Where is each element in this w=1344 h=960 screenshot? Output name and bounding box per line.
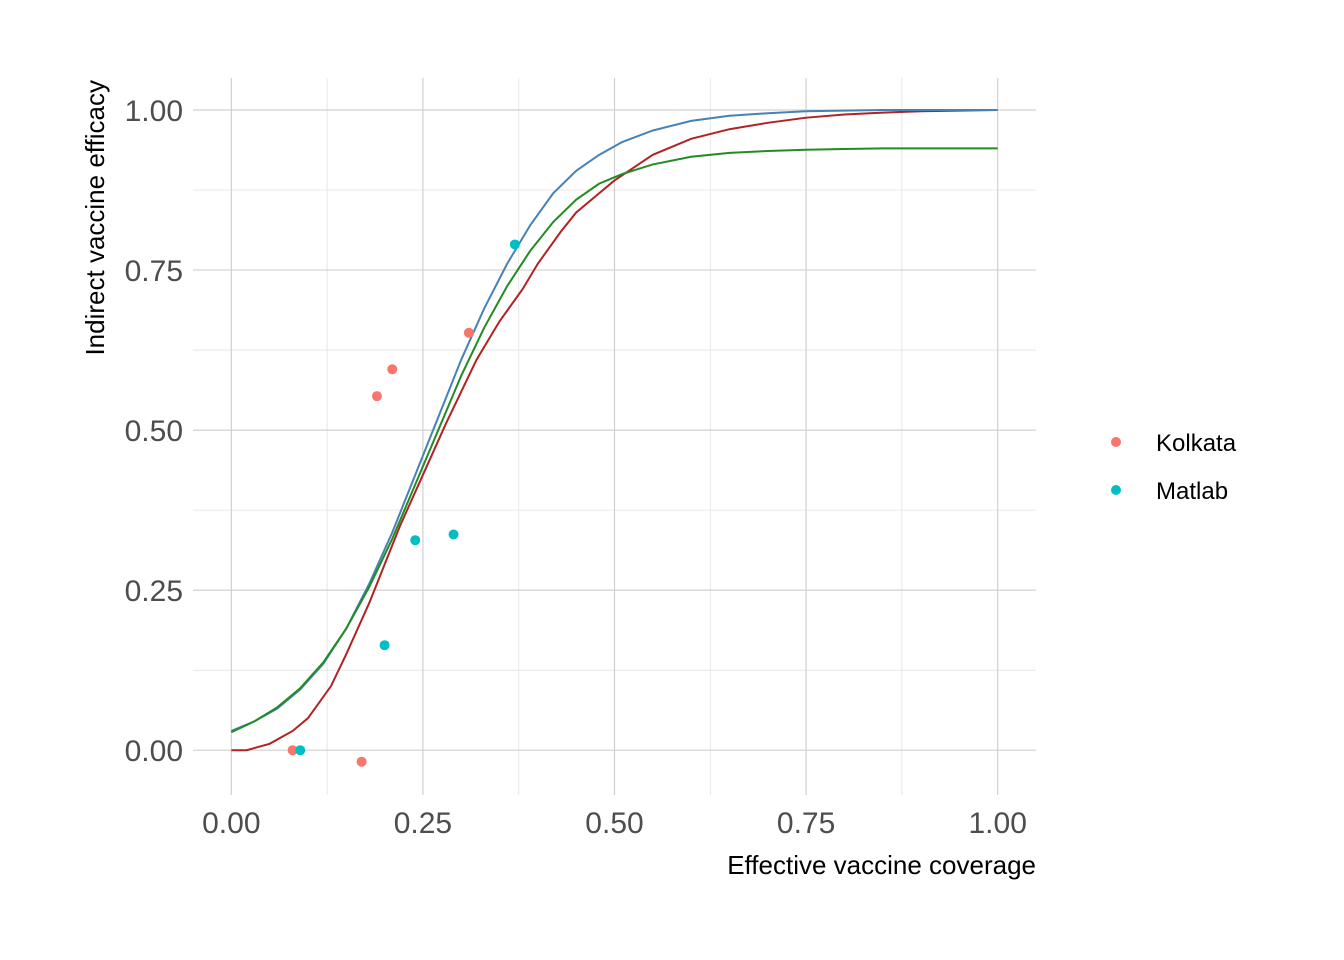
x-tick-label: 0.00 [202,807,260,840]
matlab-point [379,640,390,651]
y-tick-label: 0.75 [125,255,183,288]
kolkata-point [387,364,398,375]
kolkata-point [371,391,382,402]
matlab-point [509,239,520,250]
fitted-curve [231,109,998,752]
grid [193,78,1036,795]
data-points [287,239,520,767]
matlab-point [410,535,421,546]
legend-key-matlab [1111,485,1121,495]
x-tick-label: 0.75 [777,807,835,840]
y-axis-title: Indirect vaccine efficacy [80,80,110,356]
legend-label-matlab: Matlab [1156,478,1228,505]
legend: Kolkata Matlab [1111,430,1237,505]
y-tick-label: 0.50 [125,415,183,448]
fitted-curve [230,147,998,734]
matlab-point [295,745,306,756]
x-axis-title: Effective vaccine coverage [727,850,1036,880]
y-axis-ticks: 0.00 0.25 0.50 0.75 1.00 [125,95,183,768]
matlab-point [448,529,459,540]
x-tick-label: 0.50 [585,807,643,840]
kolkata-point [463,327,474,338]
x-tick-label: 0.25 [394,807,452,840]
legend-label-kolkata: Kolkata [1156,430,1237,457]
y-tick-label: 0.00 [125,735,183,768]
y-tick-label: 0.25 [125,575,183,608]
legend-key-kolkata [1111,437,1121,447]
x-axis-ticks: 0.00 0.25 0.50 0.75 1.00 [202,807,1027,840]
fitted-curves [230,109,998,752]
kolkata-point [287,745,298,756]
x-tick-label: 1.00 [968,807,1026,840]
y-tick-label: 1.00 [125,95,183,128]
kolkata-point [356,756,367,767]
